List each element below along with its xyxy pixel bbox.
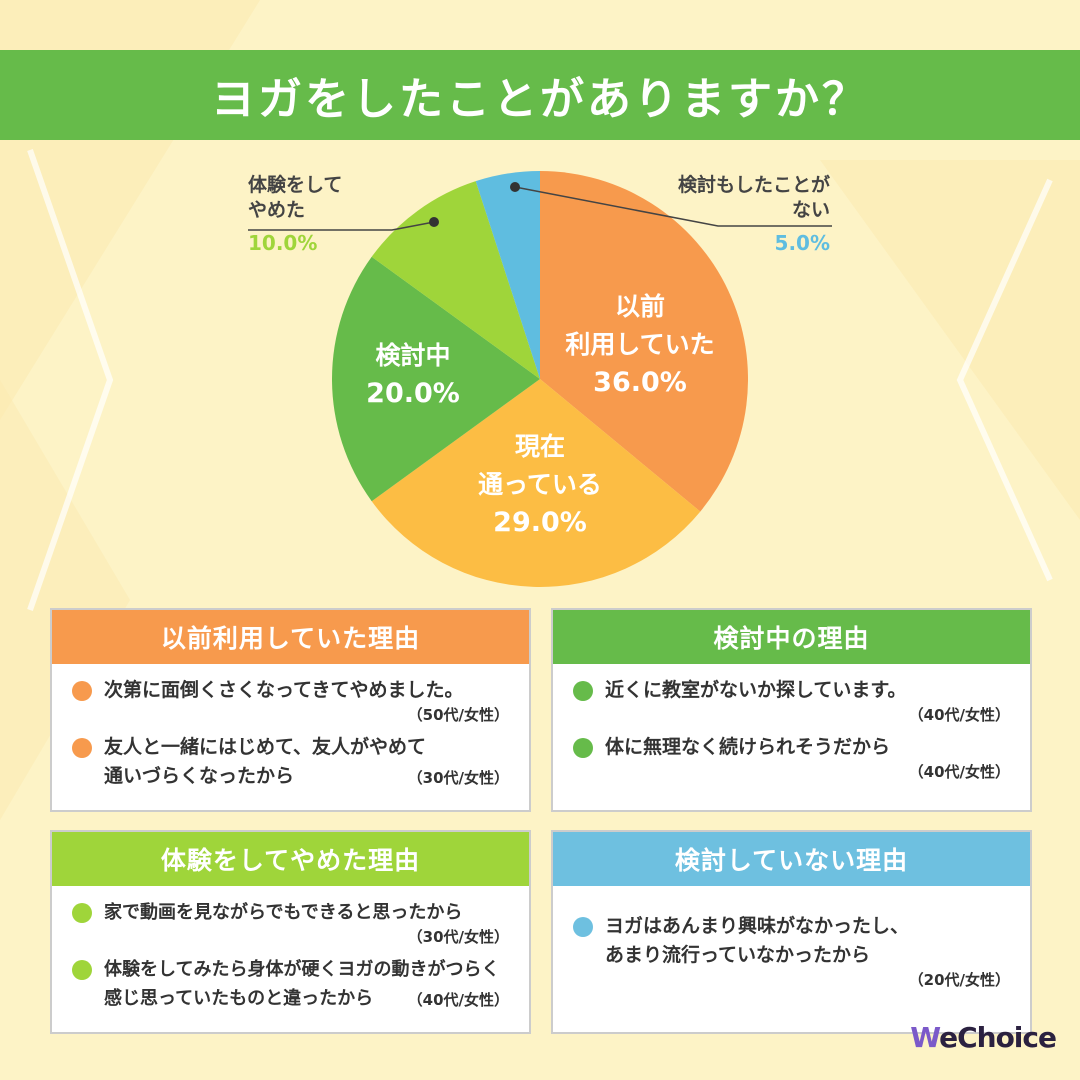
respondent-info: （30代/女性） bbox=[407, 769, 509, 787]
callout-quit-line1: 体験をして bbox=[248, 174, 343, 196]
bullet-dot-icon bbox=[573, 917, 593, 937]
callout-never-line1: 検討もしたことが bbox=[677, 174, 830, 196]
respondent-info: （20代/女性） bbox=[908, 971, 1010, 989]
reason-box-quit: 体験をしてやめた理由 家で動画を見ながらでもできると思ったから （30代/女性）… bbox=[50, 830, 531, 1034]
reason-box-never-header: 検討していない理由 bbox=[553, 832, 1030, 886]
reason-box-considering: 検討中の理由 近くに教室がないか探しています。 （40代/女性） 体に無理なく続… bbox=[551, 608, 1032, 812]
respondent-info: （40代/女性） bbox=[908, 763, 1010, 781]
callout-quit-pct: 10.0% bbox=[248, 231, 318, 255]
pie-slice-quit bbox=[371, 181, 540, 379]
bullet-dot-icon bbox=[72, 903, 92, 923]
reason-box-previous-header: 以前利用していた理由 bbox=[52, 610, 529, 664]
reason-text-line1: 友人と一緒にはじめて、友人がやめて bbox=[104, 736, 427, 758]
reason-box-considering-header: 検討中の理由 bbox=[553, 610, 1030, 664]
bullet-dot-icon bbox=[72, 960, 92, 980]
reason-text-line1: 体験をしてみたら身体が硬くヨガの動きがつらく bbox=[104, 959, 500, 980]
respondent-info: （40代/女性） bbox=[908, 706, 1010, 724]
slice-label-previous-pct: 36.0% bbox=[593, 367, 687, 398]
callout-quit-line2: やめた bbox=[248, 199, 306, 221]
callout-quit: 体験をして やめた 10.0% bbox=[248, 173, 342, 256]
slice-label-current-pct: 29.0% bbox=[493, 507, 587, 538]
slice-label-considering-line1: 検討中 bbox=[375, 341, 451, 370]
respondent-info: （50代/女性） bbox=[407, 706, 509, 724]
slice-label-current-line1: 現在 bbox=[514, 432, 566, 461]
bullet-dot-icon bbox=[72, 681, 92, 701]
slice-label-previous: 以前 利用していた 36.0% bbox=[565, 288, 714, 402]
reason-box-previous: 以前利用していた理由 次第に面倒くさくなってきてやめました。 （50代/女性） … bbox=[50, 608, 531, 812]
slice-label-previous-line2: 利用していた bbox=[565, 330, 715, 359]
page-title: ヨガをしたことがありますか？ bbox=[0, 50, 1080, 140]
pie-slice-considering bbox=[332, 256, 540, 502]
leader-line-quit-dot bbox=[429, 217, 439, 227]
logo-text: eChoice bbox=[939, 1021, 1057, 1054]
reason-text-line2: 通いづらくなったから bbox=[104, 765, 295, 787]
list-item: 家で動画を見ながらでもできると思ったから （30代/女性） bbox=[72, 898, 509, 947]
slice-label-considering-pct: 20.0% bbox=[366, 378, 460, 409]
reason-text: 家で動画を見ながらでもできると思ったから bbox=[104, 902, 463, 923]
pie-slice-never bbox=[475, 171, 540, 379]
wechoice-logo: WeChoice bbox=[910, 1021, 1057, 1054]
leader-line-never bbox=[514, 186, 832, 227]
reason-text: 次第に面倒くさくなってきてやめました。 bbox=[104, 679, 464, 701]
list-item: 体に無理なく続けられそうだから （40代/女性） bbox=[573, 733, 1010, 782]
list-item: 体験をしてみたら身体が硬くヨガの動きがつらく 感じ思っていたものと違ったから （… bbox=[72, 955, 509, 1013]
slice-label-previous-line1: 以前 bbox=[614, 292, 666, 321]
pie-slice-previous bbox=[540, 171, 749, 512]
list-item: 次第に面倒くさくなってきてやめました。 （50代/女性） bbox=[72, 676, 509, 725]
slice-label-considering: 検討中 20.0% bbox=[366, 337, 460, 413]
reason-text: 体に無理なく続けられそうだから bbox=[605, 736, 891, 758]
leader-line-quit bbox=[248, 221, 435, 231]
list-item: 友人と一緒にはじめて、友人がやめて 通いづらくなったから （30代/女性） bbox=[72, 733, 509, 791]
reason-text-line1: ヨガはあんまり興味がなかったし、 bbox=[605, 915, 910, 937]
respondent-info: （30代/女性） bbox=[407, 928, 509, 946]
leader-line-never-dot bbox=[510, 182, 520, 192]
callout-never: 検討もしたことが ない 5.0% bbox=[678, 173, 830, 256]
reason-box-never: 検討していない理由 ヨガはあんまり興味がなかったし、 あまり流行っていなかったか… bbox=[551, 830, 1032, 1034]
reason-text-line2: 感じ思っていたものと違ったから bbox=[104, 988, 374, 1009]
callout-never-line2: ない bbox=[791, 199, 830, 221]
bullet-dot-icon bbox=[573, 681, 593, 701]
reason-box-quit-header: 体験をしてやめた理由 bbox=[52, 832, 529, 886]
reason-text: 近くに教室がないか探しています。 bbox=[605, 679, 907, 701]
bullet-dot-icon bbox=[573, 738, 593, 758]
logo-mark: W bbox=[910, 1021, 940, 1054]
slice-label-current-line2: 通っている bbox=[478, 470, 602, 499]
reason-text-line2: あまり流行っていなかったから bbox=[605, 944, 871, 966]
bullet-dot-icon bbox=[72, 738, 92, 758]
list-item: ヨガはあんまり興味がなかったし、 あまり流行っていなかったから （20代/女性） bbox=[573, 912, 1010, 990]
callout-never-pct: 5.0% bbox=[774, 231, 830, 255]
list-item: 近くに教室がないか探しています。 （40代/女性） bbox=[573, 676, 1010, 725]
pie-chart bbox=[248, 171, 832, 587]
slice-label-current: 現在 通っている 29.0% bbox=[478, 428, 602, 542]
respondent-info: （40代/女性） bbox=[407, 991, 509, 1009]
pie-slice-current bbox=[371, 379, 701, 587]
